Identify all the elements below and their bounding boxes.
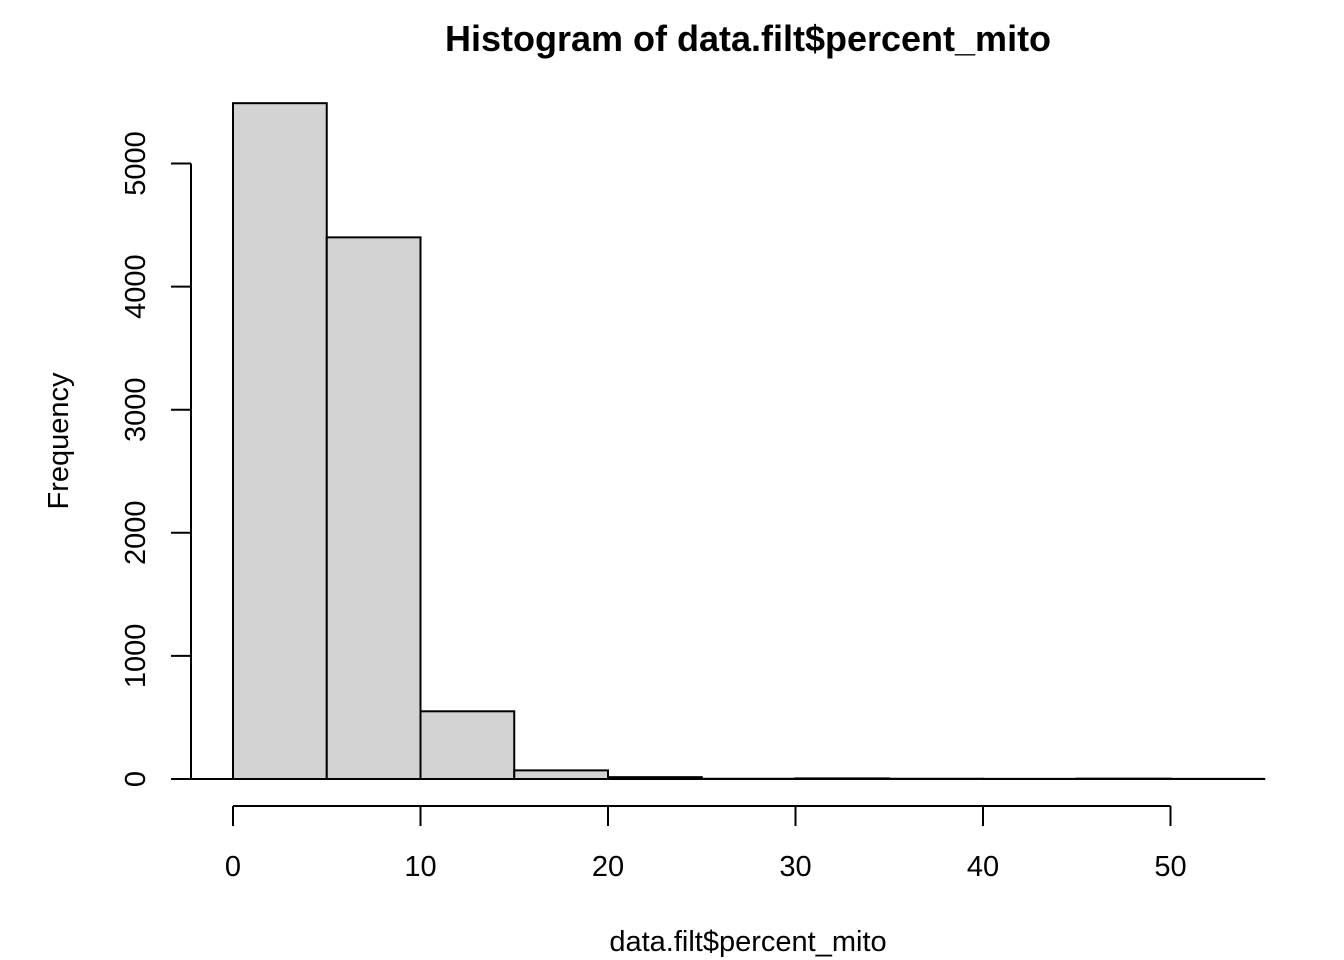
y-tick-label: 3000 bbox=[120, 377, 152, 442]
y-tick-label: 5000 bbox=[120, 131, 152, 196]
y-tick-label: 0 bbox=[120, 771, 152, 787]
x-tick-label: 0 bbox=[225, 851, 241, 883]
x-tick-label: 50 bbox=[1154, 851, 1186, 883]
x-tick-label: 30 bbox=[779, 851, 811, 883]
x-axis: 0 10 20 30 40 50 bbox=[225, 805, 1187, 883]
histogram-bar bbox=[232, 102, 328, 780]
x-tick-label: 10 bbox=[404, 851, 436, 883]
y-tick-label: 2000 bbox=[120, 501, 152, 566]
chart-title: Histogram of data.filt$percent_mito bbox=[445, 18, 1051, 59]
x-tick-label: 40 bbox=[967, 851, 999, 883]
y-axis: 0 1000 2000 3000 4000 5000 bbox=[120, 131, 192, 787]
bars-group bbox=[171, 102, 1266, 781]
histogram-bar bbox=[513, 769, 609, 780]
x-axis-label: data.filt$percent_mito bbox=[609, 926, 886, 958]
histogram-bar bbox=[325, 236, 422, 781]
y-axis-label: Frequency bbox=[43, 372, 75, 510]
y-tick-label: 1000 bbox=[120, 624, 152, 689]
histogram-bar bbox=[419, 710, 516, 780]
x-tick-label: 20 bbox=[592, 851, 624, 883]
y-tick-label: 4000 bbox=[120, 254, 152, 319]
